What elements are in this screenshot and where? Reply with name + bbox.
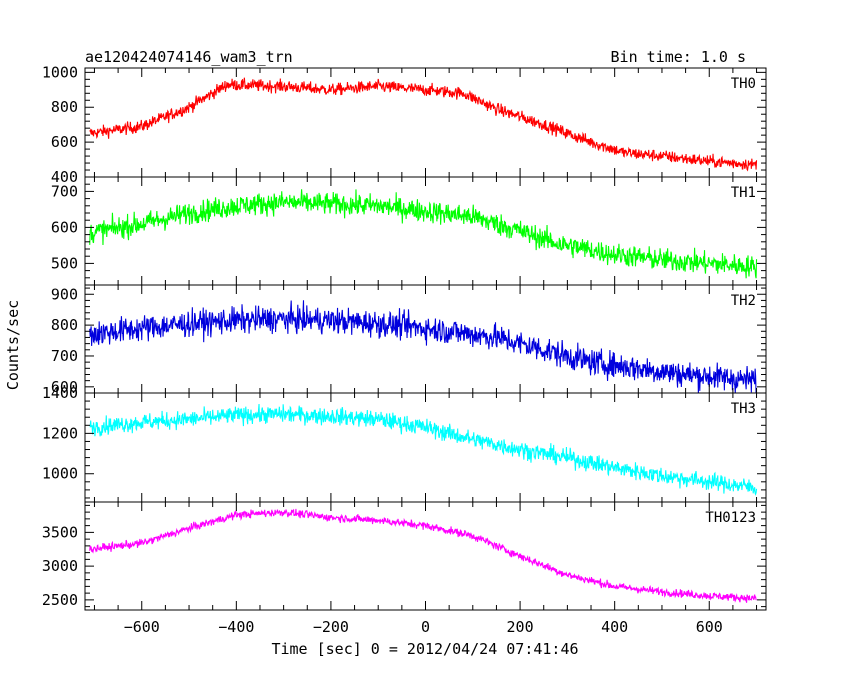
series-label-th2: TH2 xyxy=(731,293,756,309)
panel-th1: 500 600 700 TH1 xyxy=(51,176,767,286)
y-tick-label: 800 xyxy=(51,316,78,334)
y-tick-label: 1400 xyxy=(42,384,78,402)
y-tick-label: 1000 xyxy=(42,63,78,81)
series-line-th1 xyxy=(89,189,758,279)
y-tick-label: 1000 xyxy=(42,465,78,483)
y-tick-label: 700 xyxy=(51,347,78,365)
series-line-th0123 xyxy=(89,508,757,603)
y-tick-label: 2500 xyxy=(42,591,78,609)
panel-th2: 600 700 800 900 TH2 xyxy=(51,284,767,396)
y-tick-label: 700 xyxy=(51,182,78,200)
series-line-th2 xyxy=(89,300,758,394)
series-label-th0123: TH0123 xyxy=(705,510,756,526)
y-tick-label: 3000 xyxy=(42,557,78,575)
x-tick-label: 400 xyxy=(601,618,628,636)
panel-frame xyxy=(84,176,767,286)
series-label-th0: TH0 xyxy=(731,76,756,92)
y-tick-label: 600 xyxy=(51,133,78,151)
x-tick-label: 600 xyxy=(696,618,723,636)
x-axis-title: Time [sec] 0 = 2012/04/24 07:41:46 xyxy=(271,640,578,658)
panels-group: 400 600 800 1000 TH0 500 600 700 TH1 600 700 800 900… xyxy=(42,63,767,636)
x-tick-label: 0 xyxy=(421,618,430,636)
y-tick-label: 400 xyxy=(51,168,78,186)
y-tick-label: 500 xyxy=(51,254,78,272)
panel-th0: 400 600 800 1000 TH0 xyxy=(42,63,767,186)
series-label-th3: TH3 xyxy=(731,401,756,417)
panel-th3: 1000 1200 1400 TH3 xyxy=(42,384,767,503)
x-tick-label: −400 xyxy=(218,618,254,636)
series-line-th3 xyxy=(89,403,758,496)
panel-frame xyxy=(84,392,767,503)
y-tick-label: 900 xyxy=(51,285,78,303)
x-tick-label: −200 xyxy=(313,618,349,636)
x-tick-label: −600 xyxy=(124,618,160,636)
y-tick-label: 600 xyxy=(51,378,78,396)
series-line-th0 xyxy=(89,77,758,172)
plot-title: ae120424074146_wam3_trn xyxy=(85,48,293,66)
panel-th0123: 2500 3000 3500 TH0123 xyxy=(42,501,767,611)
panel-frame xyxy=(84,501,767,611)
y-axis-title: Counts/sec xyxy=(4,300,22,390)
y-tick-label: 3500 xyxy=(42,523,78,541)
x-tick-label: 200 xyxy=(507,618,534,636)
y-tick-label: 600 xyxy=(51,218,78,236)
panel-frame xyxy=(84,67,767,178)
series-label-th1: TH1 xyxy=(731,185,756,201)
y-tick-label: 800 xyxy=(51,98,78,116)
y-tick-label: 1200 xyxy=(42,424,78,442)
bin-time-label: Bin time: 1.0 s xyxy=(611,48,746,66)
